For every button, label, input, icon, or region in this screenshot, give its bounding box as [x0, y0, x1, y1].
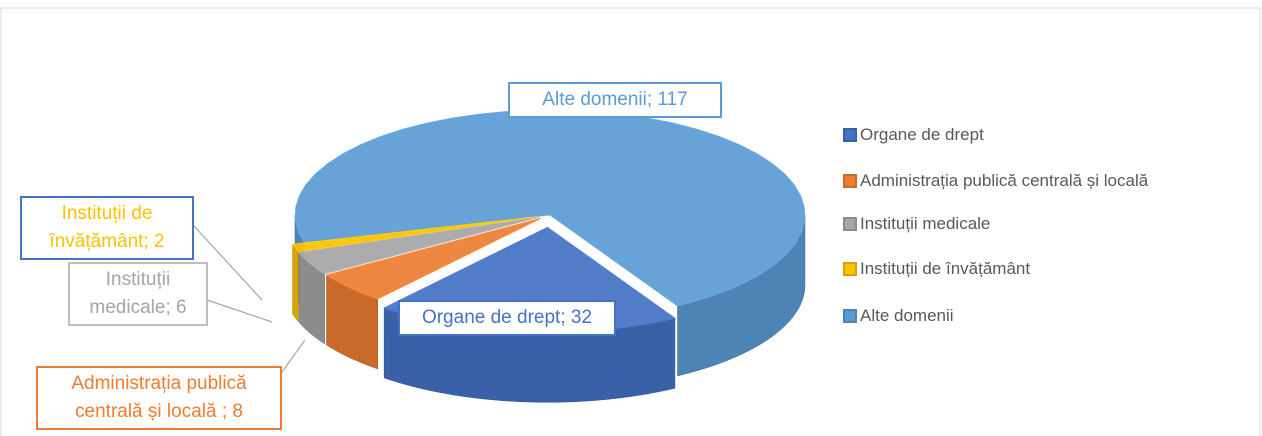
- data-label: Instituții medicale; 6: [68, 262, 208, 326]
- legend-item: Instituții de învățământ: [843, 259, 1030, 279]
- legend-item: Alte domenii: [843, 306, 954, 326]
- legend-swatch: [843, 174, 857, 188]
- data-label: Alte domenii; 117: [508, 82, 722, 118]
- leader-line: [206, 299, 273, 323]
- pie-slice: [291, 216, 539, 253]
- pie-slice-side: [292, 243, 299, 323]
- legend-item: Organe de drept: [843, 125, 984, 145]
- legend-swatch: [843, 217, 857, 231]
- pie-slice: [325, 217, 542, 300]
- chart-frame: [0, 7, 1261, 436]
- legend-label: Alte domenii: [860, 306, 954, 325]
- legend-label: Instituții medicale: [860, 214, 991, 233]
- leader-line: [281, 339, 306, 373]
- legend-swatch: [843, 309, 857, 323]
- legend-label: Administrația publică centrală și locală: [860, 171, 1149, 190]
- legend-label: Organe de drept: [860, 125, 984, 144]
- legend-swatch: [843, 262, 857, 276]
- legend-swatch: [843, 128, 857, 142]
- data-label: Administrația publică centrală și locală…: [36, 366, 282, 430]
- leader-line: [193, 225, 263, 301]
- legend-item: Instituții medicale: [843, 214, 990, 234]
- legend-item: Administrația publică centrală și locală: [843, 171, 1148, 191]
- legend-label: Instituții de învățământ: [860, 259, 1031, 278]
- data-label: Instituții de învățământ; 2: [20, 196, 194, 260]
- pie-slice: [298, 216, 540, 275]
- data-label: Organe de drept; 32: [398, 300, 616, 336]
